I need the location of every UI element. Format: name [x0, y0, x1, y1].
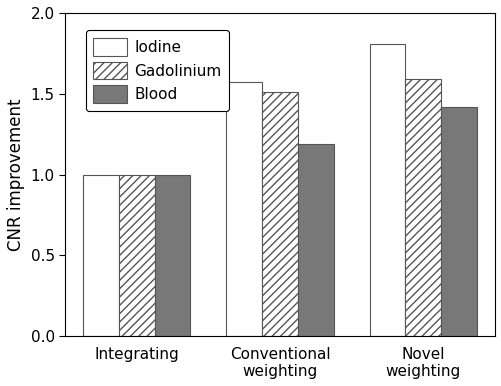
Bar — [154, 174, 190, 336]
Bar — [405, 79, 440, 336]
Legend: Iodine, Gadolinium, Blood: Iodine, Gadolinium, Blood — [85, 30, 229, 111]
Bar — [298, 144, 333, 336]
Bar — [119, 174, 154, 336]
Bar — [440, 107, 476, 336]
Bar — [226, 83, 262, 336]
Bar — [369, 44, 405, 336]
Bar — [83, 174, 119, 336]
Bar — [262, 92, 298, 336]
Y-axis label: CNR improvement: CNR improvement — [7, 98, 25, 251]
